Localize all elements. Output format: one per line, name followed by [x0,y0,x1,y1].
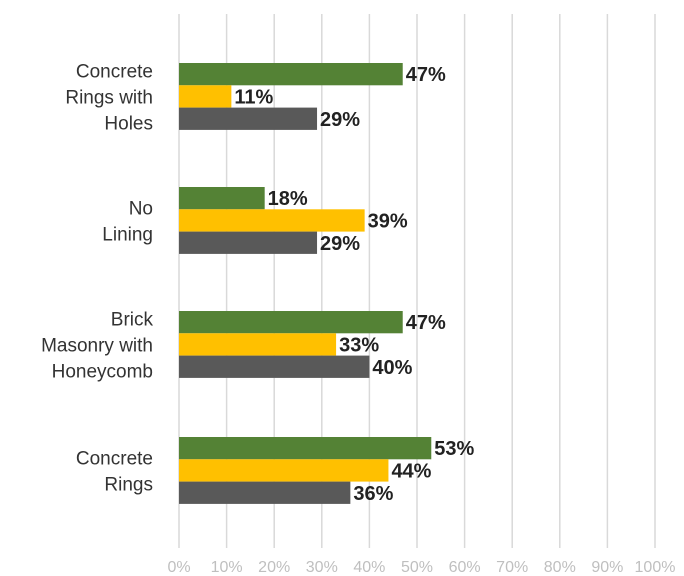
x-tick-label: 20% [258,559,290,576]
category-label: Brick [111,309,154,330]
x-tick-label: 50% [401,559,433,576]
bar [179,481,351,504]
x-tick-label: 10% [211,559,243,576]
category-label: Masonry with [41,335,153,356]
category-label: Honeycomb [52,361,153,382]
data-label: 29% [320,233,360,255]
category-label: Concrete [76,61,153,82]
data-label: 39% [368,210,408,232]
bar [179,311,403,334]
category-label: Concrete [76,448,153,469]
data-label: 18% [268,188,308,210]
data-label: 53% [434,438,474,460]
x-tick-label: 80% [544,559,576,576]
x-axis-ticks: 0% 10% 20% 30% 40% 50% 60% 70% 80% 90% 100% [167,559,675,576]
bar [179,85,232,108]
x-tick-label: 60% [449,559,481,576]
category-label: Rings [104,474,153,495]
bar [179,209,365,232]
data-label: 11% [234,86,273,108]
x-tick-label: 70% [496,559,528,576]
category-label: Lining [102,224,153,245]
category-label: Holes [104,113,153,134]
bar [179,437,432,460]
data-label: 29% [320,109,360,131]
data-label: 44% [391,460,431,482]
bar [179,231,318,254]
x-tick-label: 30% [306,559,338,576]
category-label: No [129,198,153,219]
bar [179,333,337,356]
data-label: 47% [406,312,446,334]
data-label: 36% [353,483,393,505]
x-tick-label: 100% [635,559,676,576]
x-tick-label: 40% [353,559,385,576]
bar [179,459,389,482]
bar [179,355,370,378]
x-tick-label: 0% [167,559,190,576]
bar [179,107,318,130]
category-label: Rings with [65,87,153,108]
category-labels: Concrete Rings with Holes No Lining Brick Maso… [41,61,153,495]
bar [179,187,265,210]
data-label: 47% [406,64,446,86]
bar [179,63,403,86]
data-label: 40% [372,357,412,379]
data-label: 33% [339,334,379,356]
bars: 47% 11% 29% 18% 39% 29% 47% 33%40% 53%44%36% [179,63,475,505]
x-tick-label: 90% [591,559,623,576]
